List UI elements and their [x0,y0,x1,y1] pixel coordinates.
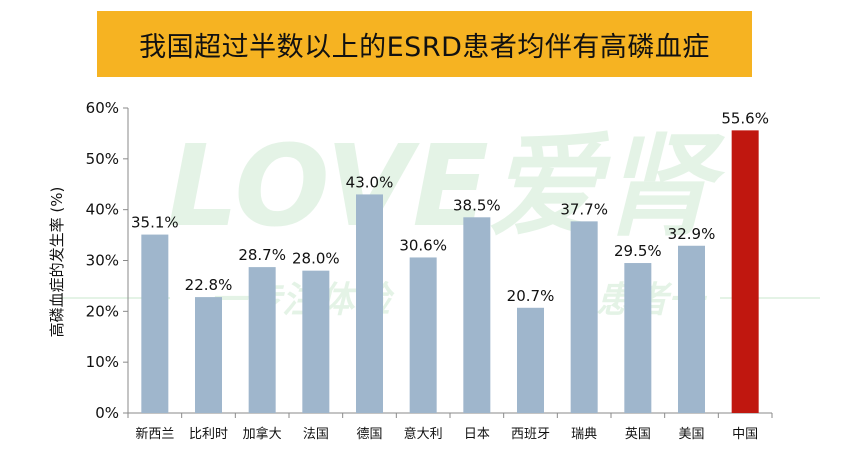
y-tick-label: 20% [86,302,119,320]
bar-1 [141,234,169,413]
data-label: 37.7% [560,200,608,218]
data-label: 29.5% [614,242,662,260]
bar-8 [517,307,544,413]
bars [141,130,759,413]
data-label: 38.5% [453,196,501,214]
bar-11 [678,245,705,413]
x-tick-label: 瑞典 [571,427,597,442]
x-tick-labels: 新西兰 比利时 加拿大 法国 德国 意大利 日本 西班牙 瑞典 英国 美国 中国 [135,426,758,442]
axes [123,107,773,418]
y-axis-title: 高磷血症的发生率 (%) [48,187,66,338]
x-tick-label: 加拿大 [243,426,282,442]
data-labels: 35.1% 22.8% 28.7% 28.0% 43.0% 30.6% 38.5% 20.7%… [131,109,769,304]
y-tick-label: 0% [95,404,119,422]
data-label: 32.9% [668,225,716,243]
data-label: 43.0% [346,173,394,191]
y-tick-labels: 0% 10% 20% 30% 40% 50% 60% [86,99,119,422]
x-tick-label: 德国 [356,427,382,442]
title-banner: 我国超过半数以上的ESRD患者均伴有高磷血症 [97,11,752,77]
data-label: 28.7% [238,246,286,264]
bar-10 [624,263,652,413]
x-tick-label: 美国 [678,427,704,442]
bar-9 [570,221,598,413]
bar-5 [356,194,383,413]
x-tick-label: 新西兰 [135,426,174,442]
x-tick-label: 日本 [464,427,490,442]
x-tick-label: 意大利 [404,426,443,442]
x-tick-label: 比利时 [189,427,228,442]
data-label: 35.1% [131,214,179,232]
bar-12 [731,130,759,413]
bar-7 [463,217,491,413]
bar-2 [195,297,222,413]
y-tick-label: 40% [86,201,119,219]
data-label: 20.7% [507,287,555,305]
y-tick-label: 10% [86,353,119,371]
x-tick-label: 中国 [732,427,758,442]
watermark-main: LOVE爱肾 [167,122,726,252]
x-tick-label: 法国 [303,427,329,442]
data-label: 28.0% [292,250,340,268]
y-tick-label: 30% [86,252,119,270]
data-label: 30.6% [399,236,447,254]
bar-3 [248,267,276,413]
y-tick-label: 60% [86,99,119,117]
data-label: 22.8% [185,276,233,294]
chart-title: 我国超过半数以上的ESRD患者均伴有高磷血症 [139,31,710,63]
x-tick-label: 英国 [625,427,651,442]
y-tick-label: 50% [86,150,119,168]
bar-6 [409,257,437,413]
x-tick-label: 西班牙 [511,427,550,442]
data-label: 55.6% [721,109,769,127]
bar-4 [302,270,330,413]
